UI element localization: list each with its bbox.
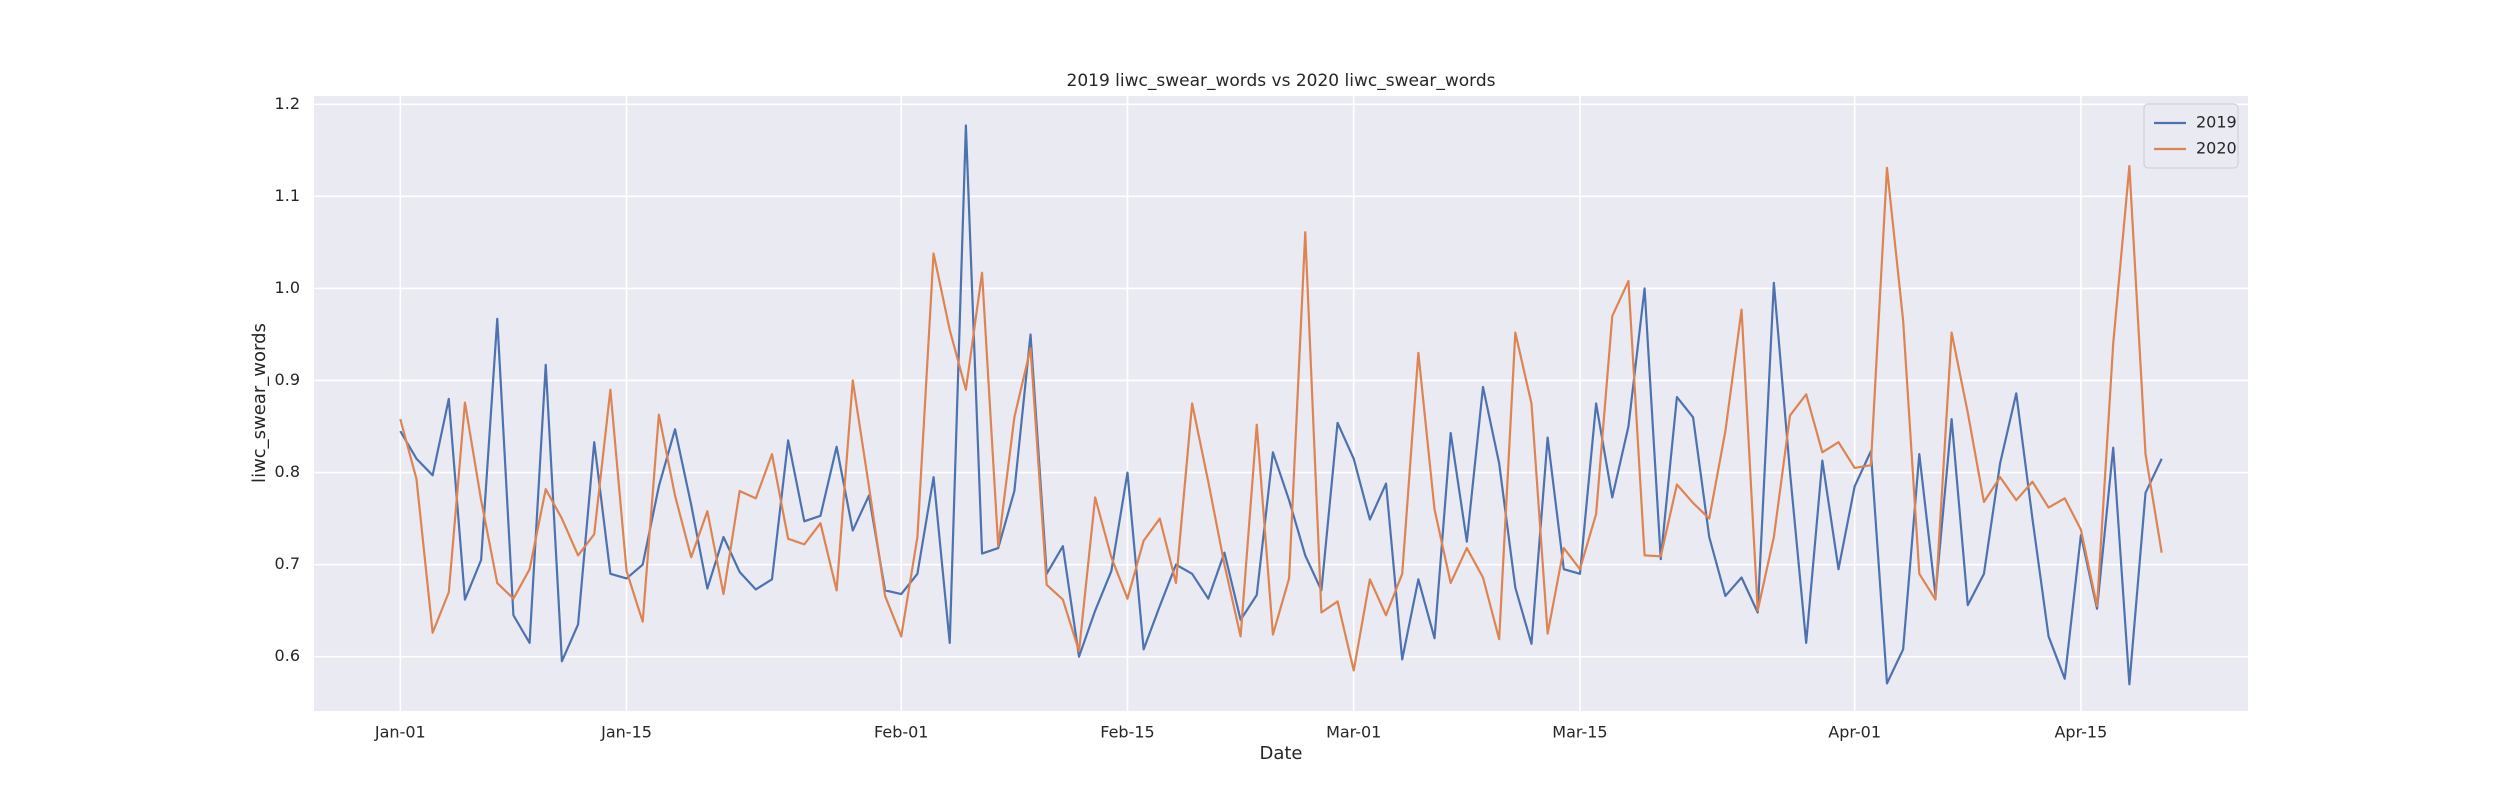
series-line [399,164,2163,672]
x-axis-label: Date [1259,743,1302,764]
legend-label: 2019 [2196,113,2237,132]
x-tick-label: Feb-01 [874,723,928,742]
y-tick-label: 0.7 [275,554,300,573]
legend-label: 2020 [2196,139,2237,158]
legend-box [2143,103,2239,169]
legend: 2019 2020 [2143,103,2239,169]
plot-area [314,96,2248,711]
y-axis-label: liwc_swear_words [249,323,270,483]
y-tick-label: 0.9 [275,370,300,389]
y-tick-label: 1.2 [275,94,300,113]
x-tick-label: Feb-15 [1100,723,1154,742]
x-tick-label: Apr-15 [2054,723,2107,742]
series-line [399,124,2163,686]
y-tick-label: 1.0 [275,278,300,297]
y-tick-label: 1.1 [275,186,300,205]
x-tick-label: Mar-01 [1326,723,1381,742]
grid [314,96,2248,711]
chart-title: 2019 liwc_swear_words vs 2020 liwc_swear… [1067,71,1496,91]
x-tick-label: Jan-15 [600,723,652,742]
y-tick-label: 0.8 [275,462,300,481]
x-tick-label: Jan-01 [374,723,426,742]
x-tick-label: Apr-01 [1828,723,1881,742]
y-tick-label: 0.6 [275,646,300,665]
lines [399,124,2163,686]
x-tick-label: Mar-15 [1552,723,1607,742]
